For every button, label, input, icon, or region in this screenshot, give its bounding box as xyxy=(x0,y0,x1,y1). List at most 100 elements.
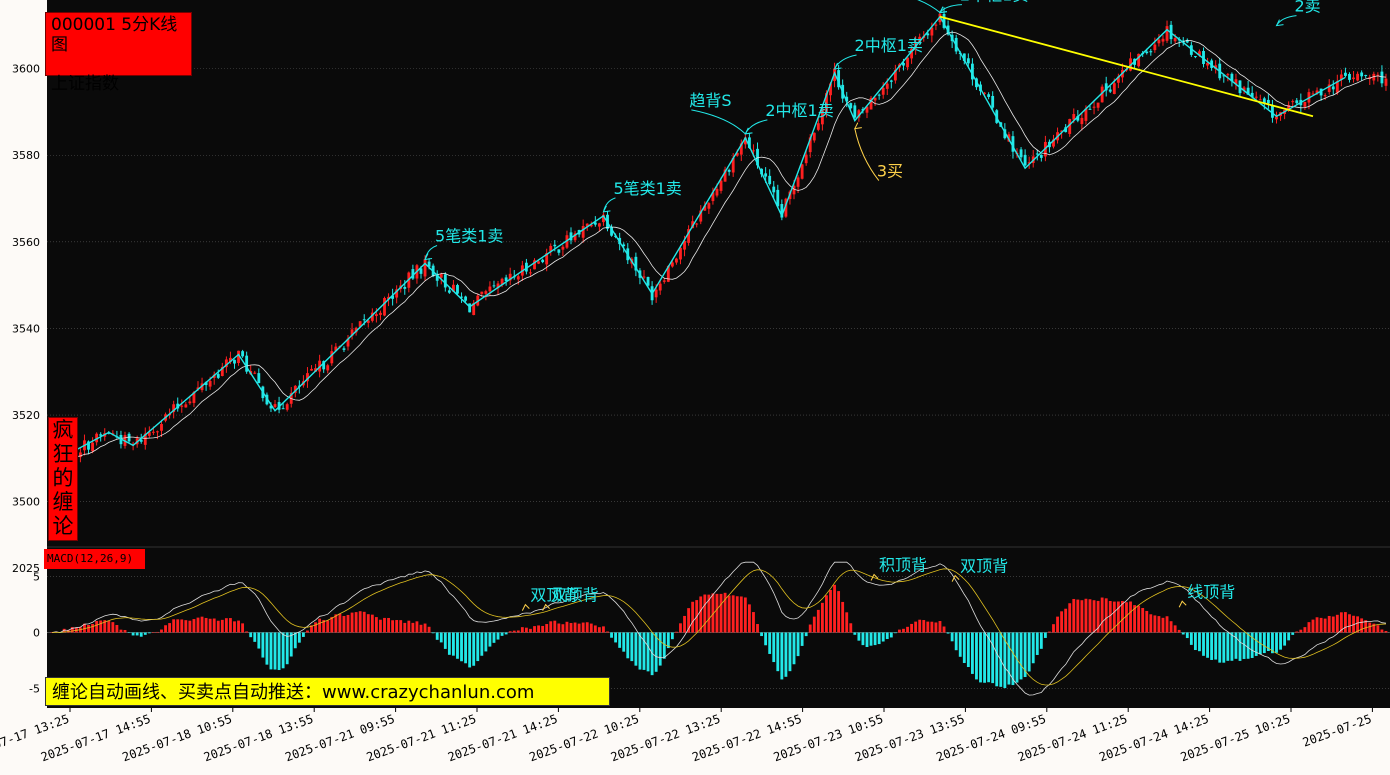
macd-histogram-bar xyxy=(837,591,841,633)
macd-histogram-bar xyxy=(845,612,849,633)
promo-banner[interactable]: 缠论自动画线、买卖点自动推送：www.crazychanlun.com xyxy=(45,677,610,706)
macd-histogram-bar xyxy=(342,615,346,633)
price-tick-label: 3520 xyxy=(12,409,40,422)
macd-histogram-bar xyxy=(1019,632,1023,680)
candle-body xyxy=(776,189,780,207)
macd-histogram-bar xyxy=(1137,605,1141,633)
candle-body xyxy=(322,361,326,370)
macd-histogram-bar xyxy=(593,625,597,633)
candle-body xyxy=(1234,79,1238,85)
macd-histogram-bar xyxy=(618,632,622,648)
candle-body xyxy=(358,321,362,327)
macd-histogram-bar xyxy=(1035,632,1039,655)
macd-histogram-bar xyxy=(1352,615,1355,633)
candle-body xyxy=(1068,118,1072,134)
candle-body xyxy=(411,269,415,279)
macd-histogram-bar xyxy=(261,632,265,658)
candle-body xyxy=(383,298,386,316)
macd-histogram-bar xyxy=(666,632,670,649)
macd-histogram-bar xyxy=(143,632,147,635)
candle-body xyxy=(374,314,378,316)
candle-body xyxy=(885,83,889,89)
macd-histogram-bar xyxy=(1072,598,1076,633)
candle-body xyxy=(484,291,488,294)
macd-histogram-bar xyxy=(898,629,901,633)
macd-histogram-bar xyxy=(1141,607,1145,633)
candle-body xyxy=(1384,78,1388,86)
candle-body xyxy=(516,276,520,280)
macd-annotation-arrow xyxy=(870,573,879,581)
candle-body xyxy=(683,240,686,250)
macd-histogram-bar xyxy=(581,622,585,633)
candle-body xyxy=(784,198,788,217)
candle-body xyxy=(229,357,232,362)
candle-body xyxy=(610,227,613,236)
candle-body xyxy=(403,286,407,289)
macd-histogram-bar xyxy=(857,632,861,641)
macd-histogram-bar xyxy=(1100,597,1104,633)
signal-annotation: 2中枢1卖 xyxy=(765,101,833,120)
candle-body xyxy=(508,273,512,281)
macd-histogram-bar xyxy=(1230,632,1234,661)
macd-histogram-bar xyxy=(1076,599,1080,633)
macd-histogram-bar xyxy=(589,623,593,633)
candle-body xyxy=(772,186,776,193)
macd-histogram-bar xyxy=(1169,621,1173,633)
macd-histogram-bar xyxy=(147,632,151,634)
macd-histogram-bar xyxy=(1039,632,1043,649)
macd-histogram-bar xyxy=(1287,632,1291,641)
macd-histogram-bar xyxy=(460,632,463,662)
index-name-label: 上证指数 xyxy=(51,74,119,94)
candle-body xyxy=(233,359,236,364)
candle-body xyxy=(849,103,853,109)
candle-body xyxy=(160,423,163,431)
macd-histogram-bar xyxy=(370,614,374,633)
macd-histogram-bar xyxy=(1323,618,1327,633)
macd-histogram-bar xyxy=(127,632,131,633)
macd-histogram-bar xyxy=(699,596,703,633)
macd-histogram-bar xyxy=(654,632,658,672)
macd-histogram-bar xyxy=(224,618,228,633)
macd-histogram-bar xyxy=(1096,600,1100,633)
macd-histogram-bar xyxy=(784,632,788,677)
macd-histogram-bar xyxy=(131,632,135,636)
line-layer xyxy=(51,15,1387,464)
candle-body xyxy=(504,277,508,282)
macd-histogram-bar xyxy=(800,632,804,646)
macd-annotation: 双顶背 xyxy=(551,586,599,605)
macd-histogram-bar xyxy=(1214,632,1218,660)
macd-histogram-bar xyxy=(188,620,192,633)
macd-histogram-bar xyxy=(983,632,986,683)
candle-body xyxy=(699,210,703,222)
macd-histogram-bar xyxy=(1092,600,1096,633)
candle-body xyxy=(983,92,986,94)
candle-body xyxy=(780,204,784,218)
macd-histogram-bar xyxy=(1088,599,1092,633)
macd-histogram-bar xyxy=(1052,624,1055,633)
candle-body xyxy=(829,83,832,96)
macd-histogram-bar xyxy=(1031,632,1035,664)
candle-body xyxy=(533,260,536,270)
macd-histogram-bar xyxy=(293,632,297,649)
macd-histogram-bar xyxy=(1376,625,1380,633)
macd-histogram-bar xyxy=(419,624,423,633)
macd-histogram-bar xyxy=(731,595,735,633)
macd-histogram-bar xyxy=(849,623,853,633)
candle-body xyxy=(354,327,358,333)
macd-histogram-bar xyxy=(107,620,111,633)
candle-body xyxy=(1104,83,1108,91)
macd-histogram-bar xyxy=(683,615,686,633)
macd-histogram-bar xyxy=(541,625,545,633)
macd-histogram-bar xyxy=(439,632,443,643)
macd-histogram-bar xyxy=(938,621,942,633)
candle-body xyxy=(488,286,492,292)
candle-body xyxy=(1193,56,1197,58)
candle-body xyxy=(435,273,439,281)
macd-annotation: 双顶背 xyxy=(530,586,578,605)
candle-body xyxy=(1222,75,1226,77)
candle-body xyxy=(747,137,751,148)
macd-histogram-bar xyxy=(395,620,399,633)
macd-histogram-bar xyxy=(135,632,139,636)
candle-body xyxy=(695,223,699,225)
candle-body xyxy=(346,338,350,347)
